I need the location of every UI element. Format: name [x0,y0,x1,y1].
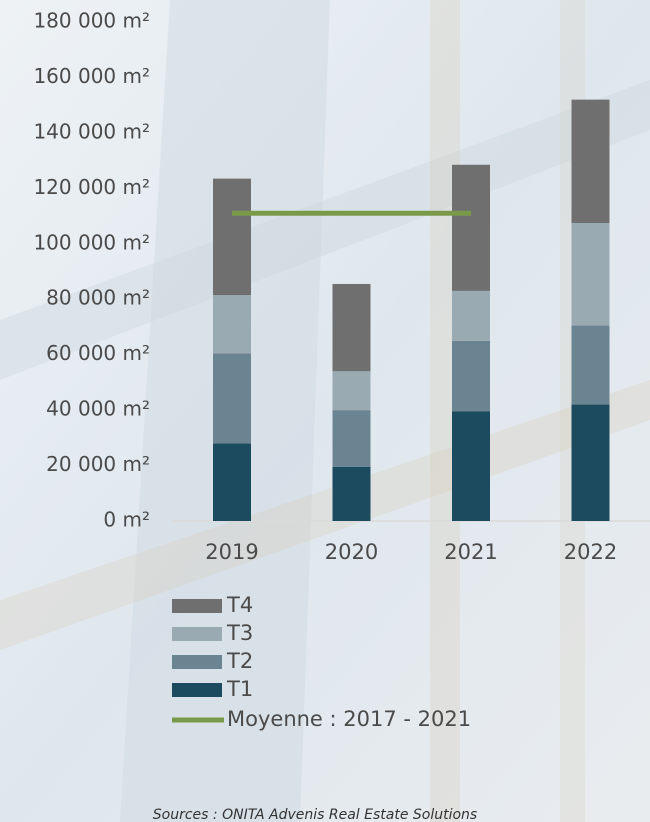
legend-swatch [172,599,222,613]
y-tick-label: 140 000 m² [33,119,150,143]
y-tick-label: 20 000 m² [46,452,150,476]
bar-segment [332,283,371,372]
source-note: Sources : ONITA Advenis Real Estate Solu… [153,807,477,822]
bar-segment [571,99,610,223]
legend-label: T1 [226,677,253,701]
legend-swatch [172,627,222,641]
bar-segment [452,164,490,291]
y-tick-label: 160 000 m² [33,64,150,88]
y-tick-label: 80 000 m² [46,286,150,310]
plot-area: 0 m² 20 000 m² 40 000 m² 60 000 m² 80 000 m²… [33,9,650,731]
y-tick-label: 100 000 m² [33,230,150,254]
x-tick-label: 2020 [325,540,378,564]
x-tick-label: 2021 [444,540,497,564]
bar-segment [452,290,490,341]
bar-segment [452,411,490,521]
legend-label: Moyenne : 2017 - 2021 [227,707,471,731]
bar-segment [213,353,251,444]
bar-segment [332,371,371,411]
bar-segment [213,178,251,296]
bar-segment [213,295,251,354]
bar-segment [571,222,610,326]
legend-label: T2 [226,649,253,673]
y-tick-label: 0 m² [103,508,150,532]
legend-label: T3 [226,621,253,645]
x-tick-label: 2019 [205,540,258,564]
bar-segment [571,325,610,405]
bar-segment [571,404,610,521]
bar-segment [452,340,490,412]
legend-swatch [172,683,222,697]
bar-segment [332,466,371,521]
y-tick-label: 40 000 m² [46,397,150,421]
bar-segment [332,410,371,467]
legend-label: T4 [226,593,253,617]
bar-segment [213,443,251,521]
y-tick-label: 120 000 m² [33,175,150,199]
x-tick-label: 2022 [564,540,617,564]
legend-swatch [172,655,222,669]
y-tick-label: 60 000 m² [46,341,150,365]
y-tick-label: 180 000 m² [33,9,150,33]
